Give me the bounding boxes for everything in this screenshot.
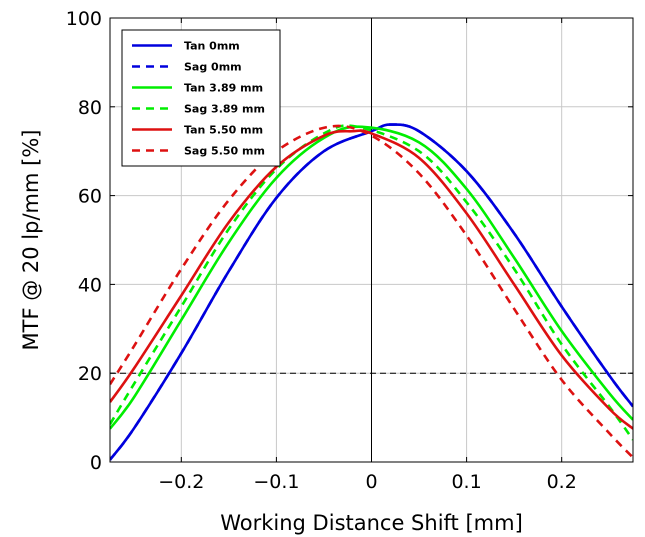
legend-label: Sag 3.89 mm [184, 103, 265, 116]
legend-label: Sag 5.50 mm [184, 145, 265, 158]
y-tick-label: 0 [90, 452, 102, 474]
y-axis-label: MTF @ 20 lp/mm [%] [19, 130, 43, 351]
x-tick-label: 0 [365, 471, 377, 493]
y-tick-label: 60 [78, 186, 102, 208]
y-tick-label: 80 [78, 97, 102, 119]
series-lines [110, 123, 633, 461]
reference-lines [110, 18, 633, 462]
legend: Tan 0mm Sag 0mm Tan 3.89 mm Sag 3.89 mm Tan … [121, 29, 281, 167]
x-tick-label: 0.2 [547, 471, 577, 493]
y-tick-label: 100 [66, 8, 102, 30]
axis-ticks: −0.2 −0.1 0 0.1 0.2 0 20 40 60 80 100 [66, 8, 633, 493]
legend-label: Tan 0mm [184, 40, 240, 53]
x-tick-label: 0.1 [451, 471, 481, 493]
legend-label: Sag 0mm [184, 61, 242, 74]
y-tick-label: 40 [78, 274, 102, 296]
x-tick-label: −0.2 [158, 471, 204, 493]
x-axis-label: Working Distance Shift [mm] [220, 511, 523, 535]
legend-box [121, 29, 281, 167]
series-line-3 [110, 124, 633, 441]
legend-label: Tan 3.89 mm [184, 82, 263, 95]
series-line-5 [110, 124, 633, 459]
legend-label: Tan 5.50 mm [184, 124, 263, 137]
y-tick-label: 20 [78, 363, 102, 385]
x-tick-label: −0.1 [253, 471, 299, 493]
series-line-1 [110, 123, 633, 461]
series-line-2 [110, 125, 633, 430]
